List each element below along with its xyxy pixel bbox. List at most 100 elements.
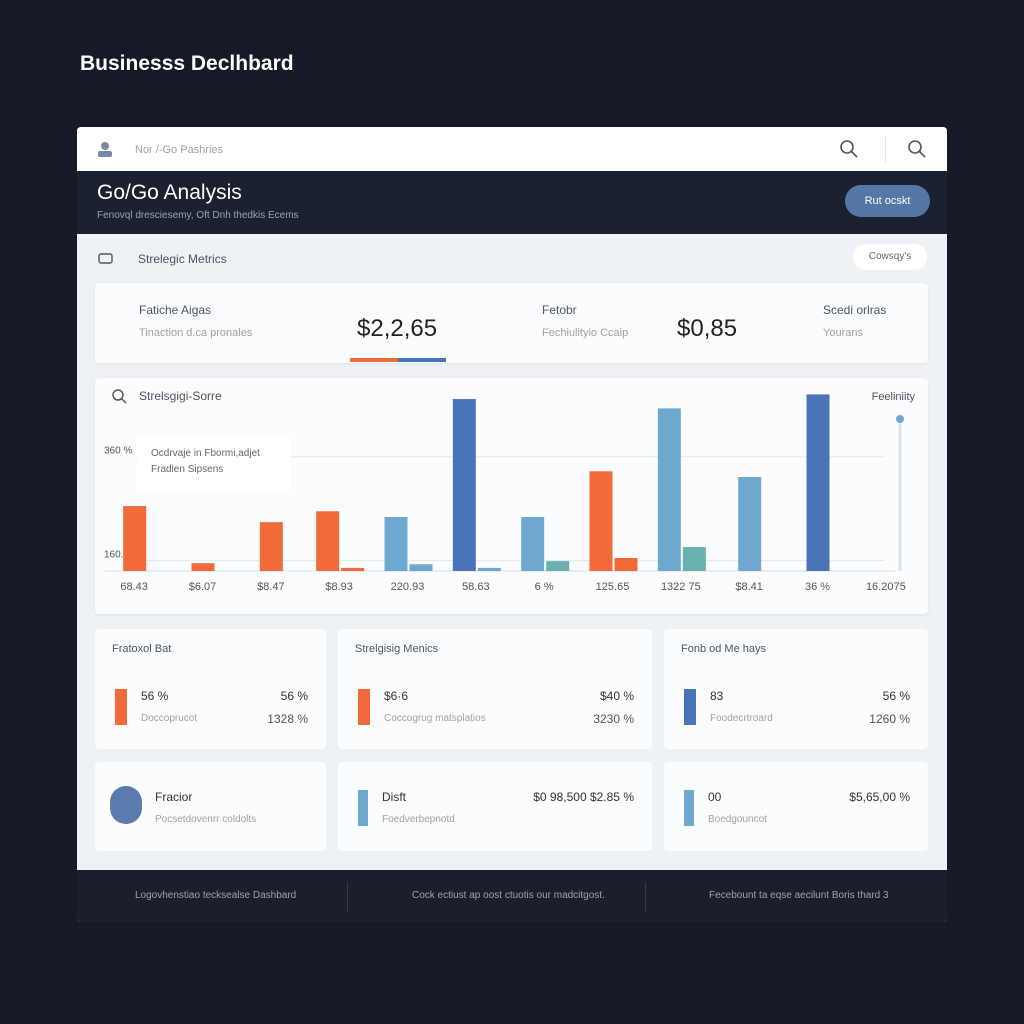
card-right-value: 56 % [280,689,308,703]
bar [738,476,762,571]
divider [885,135,886,163]
card-sublabel: Pocsetdovenrr coldolts [155,814,257,825]
y-tick-label: 160.% [104,550,132,561]
bar [521,516,545,571]
card-sublabel: Foodecrtroard [710,713,773,724]
bar [806,394,830,571]
metric-card: Fonb od Me hays 83 Foodecrtroard 56 % 1260 % [664,629,928,749]
header-button[interactable]: Rut ocskt [845,185,930,217]
info-card: Fracior Pocsetdovenrr coldolts [95,762,326,851]
header-subtitle: Fenovql dresciesemy, Oft Dnh thedkis Ece… [97,210,299,221]
legend: Feeliniity [872,391,916,403]
x-tick-label: $8.93 [325,581,353,593]
kpi-underline [398,358,446,362]
x-tick-label: $8.47 [257,581,285,593]
section-icon [98,253,113,264]
card-right-sublabel: 1260 % [869,712,910,726]
card-right-value: 56 % [882,689,910,703]
card-right-sublabel: 3230 % [593,712,634,726]
bar [452,399,476,571]
card-right-sublabel: 1328 % [267,712,308,726]
card-title: Fracior [155,790,193,804]
bar [384,516,408,571]
bar [409,564,433,571]
kpi-sublabel: Yourans [823,327,863,339]
card-title: Fonb od Me hays [681,643,766,655]
kpi-sublabel: Tinaction d.ca pronales [139,327,253,339]
x-tick-label: $6.07 [189,581,217,593]
card-title: 00 [708,790,722,804]
card-value: $6·6 [384,689,409,703]
breadcrumb[interactable]: Nor /-Go Pashries [135,144,224,156]
footer-link[interactable]: Cock ectiust ap oost ctuotis our madcitg… [412,890,605,901]
card-indicator [684,790,694,826]
top-bar: Nor /-Go Pashries [77,127,947,171]
bar [123,506,147,571]
card-indicator [684,689,696,725]
card-indicator [358,689,370,725]
x-tick-label: 68.43 [120,581,148,593]
kpi-value: $0,85 [677,315,738,342]
kpi-label: Fetobr [542,303,577,317]
search-icon[interactable] [907,139,927,159]
header: Go/Go Analysis Fenovql dresciesemy, Oft … [77,171,947,234]
kpi-row: Fatiche Aigas Tinaction d.ca pronales $2… [95,283,928,363]
section-button[interactable]: Cowsqy's [853,244,927,270]
card-indicator [115,689,127,725]
x-tick-label: 1322 75 [661,581,701,593]
metric-card: Strelgisig Menics $6·6 Coccogrug matsplati… [338,629,652,749]
x-tick-label: 220.93 [391,581,425,593]
x-tick-label: 36 % [805,581,830,593]
card-right-value: $0 98,500 $2.85 % [533,790,634,804]
card-title: Strelgisig Menics [355,643,439,655]
bar [191,563,215,571]
card-sublabel: Foedverbepnotd [382,814,455,825]
bar [589,471,613,571]
metric-card: Fratoxol Bat 56 % Doccoprucot 56 % 1328 % [95,629,326,749]
tooltip-text: Fradien Sipsens [151,464,223,475]
card-sublabel: Boedgouncot [708,814,767,825]
bar [546,561,570,571]
kpi-sublabel: Fechiulityio Ccaip [542,327,629,339]
bar [316,511,340,571]
info-card: 00 Boedgouncot $5,65,00 % [664,762,928,851]
card-title: Disft [382,790,406,804]
bar [657,408,681,571]
kpi-label: Fatiche Aigas [139,303,212,317]
bar [341,567,365,571]
x-tick-label: 58.63 [462,581,490,593]
kpi-value: $2,2,65 [357,315,438,342]
bar [682,547,706,571]
card-right-value: $40 % [599,689,634,703]
bar [259,522,283,571]
user-icon [98,142,112,157]
card-title: Fratoxol Bat [112,643,172,655]
tooltip [137,434,290,493]
x-tick-label: 125.65 [596,581,630,593]
tooltip-text: Ocdrvaje in Fbormi,adjet [151,448,260,459]
card-sublabel: Coccogrug matsplatios [384,713,486,724]
chart-card: Strelsgigi-Sorre Feeliniity 160.% 360 % Oc… [95,378,928,614]
header-title: Go/Go Analysis [97,181,242,204]
card-sublabel: Doccoprucot [141,713,198,724]
shield-icon [110,786,142,824]
card-value: 83 [710,689,724,703]
kpi-label: Scedi orlras [823,303,887,317]
kpi-underline [350,358,398,362]
section-title: Strelegic Metrics [138,252,227,266]
bar [477,567,501,571]
page-title: Businesss Declhbard [80,52,294,75]
x-tick-label: $8.41 [735,581,763,593]
footer-link[interactable]: Fecebount ta eqse aecilunt Boris thard 3 [709,890,889,901]
x-tick-label: 6 % [535,581,554,593]
footer: Logovhenstiao tecksealse Dashbard Cock e… [77,870,947,922]
card-right-value: $5,65,00 % [849,790,910,804]
card-indicator [358,790,368,826]
footer-link[interactable]: Logovhenstiao tecksealse Dashbard [135,890,297,901]
chart: Strelsgigi-Sorre Feeliniity 160.% 360 % Oc… [104,389,916,593]
info-card: Disft Foedverbepnotd $0 98,500 $2.85 % [338,762,652,851]
search-icon[interactable] [839,139,859,159]
bar [614,558,638,571]
y-tick-label: 360 % [104,446,132,457]
